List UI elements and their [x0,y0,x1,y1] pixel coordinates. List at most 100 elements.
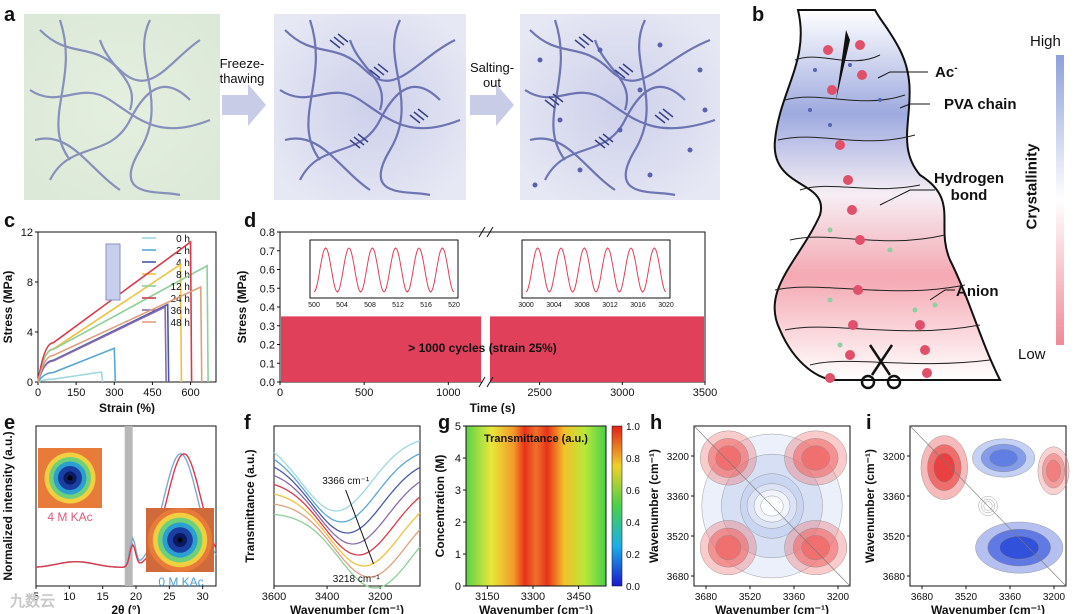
heatmap-title: Transmittance (a.u.) [484,433,588,445]
label-0M-KAc: 0 M KAc [158,575,203,589]
inset-late-tick-label: 3004 [546,302,562,309]
y-axis-label: Stress (MPa) [1,271,15,344]
inset-early-tick-label: 504 [336,302,348,309]
correlation-peak-3 [975,521,1064,574]
x-tick-label: 0 [35,387,41,399]
peak-contour [933,452,956,483]
x-tick-label: 3200 [1043,592,1066,603]
y-axis-label: Stress (MPa) [235,271,249,344]
x-tick-label: 15 [97,591,109,603]
x-axis-label: Wavenumber (cm⁻¹) [479,603,593,614]
pva-chain-label: PVA chain [944,96,1017,113]
inset-late-tick-label: 3008 [574,302,590,309]
series-line-0h [37,371,104,383]
x-tick-label: 25 [163,591,175,603]
panel-d-label: d [244,210,257,232]
x-tick-label: 3400 [315,591,339,603]
y-tick-label: 5 [455,421,461,433]
y-tick-label: 12 [21,227,33,239]
y-tick-label: 3680 [667,572,690,583]
pattern-center [177,537,183,543]
spectrum-line [273,503,421,578]
x-tick-label: 150 [67,387,85,399]
sample-icon [105,243,121,301]
panel-f-label: f [244,412,251,434]
panel-b-schematic [773,9,1064,390]
colorbar-tick-label: 1.0 [626,422,640,433]
peak-annotation-bottom: 3218 cm⁻¹ [333,574,381,585]
x-axis-label: Wavenumber (cm⁻¹) [715,603,829,614]
y-tick-label: 0 [455,581,461,593]
x-tick-label: 3200 [368,591,392,603]
x-tick-label: 3500 [693,387,717,399]
y-tick-label: 3520 [883,532,906,543]
y-axis-label: Transmittance (a.u.) [243,449,257,562]
colorbar-tick-label: 0.4 [626,518,640,529]
plot-frame [37,231,217,383]
inset-early-tick-label: 512 [392,302,404,309]
legend-label: 48 h [171,318,190,329]
y-tick-label: 0.4 [260,302,275,314]
x-tick-label: 450 [143,387,161,399]
x-axis-label: Strain (%) [99,401,155,414]
x-tick-label: 3680 [695,592,718,603]
x-tick-label: 3600 [262,591,286,603]
peak-contour [801,445,830,471]
panel-g-label: g [438,412,451,434]
colorbar-tick-label: 0.2 [626,550,640,561]
crystallinity-gradient-bar [1056,55,1064,345]
y-tick-label: 0.7 [260,246,275,258]
chart-d-cyclic: 0.0 0.1 0.2 0.3 0.4 0.5 0.6 0.7 0.8 0 500 1000 2500 3… [235,226,717,414]
legend-label: 2 h [176,246,190,257]
chart-c-stress-strain: 0 150 300 450 600 0 4 8 12 Strain (%) Stress (MPa)… [1,227,217,414]
inset-early-tick-label: 520 [448,302,460,309]
inset-early-curve [313,247,455,293]
y-tick-label: 3520 [667,532,690,543]
crystallinity-low-label: Low [1018,346,1046,363]
arrow-freeze-thaw [222,84,266,126]
peak-contour [989,449,1018,467]
y-axis-label: Concentration (M) [433,455,447,558]
correlation-peak-4 [784,520,848,576]
panel-e-label: e [4,412,16,434]
axis-break-marks-top [478,226,494,238]
y-tick-label: 3680 [883,572,906,583]
y-tick-label: 0 [27,377,33,389]
x-tick-label: 3360 [783,592,806,603]
legend-label: 12 h [171,282,190,293]
peak-contour [801,535,830,561]
x-axis-label: Wavenumber (cm⁻¹) [931,603,1045,614]
crystallinity-high-label: High [1030,33,1061,50]
y-tick-label: 0.6 [260,265,275,277]
spectrum-line [273,474,421,545]
y-tick-label: 2 [455,517,461,529]
x-axis-label: 2θ (°) [111,603,140,614]
pattern-center [67,475,73,481]
axis-break-gap [482,376,490,388]
salting-out-label: Salting- out [469,60,515,90]
inset-late-tick-label: 3000 [518,302,534,309]
x-tick-label: 10 [63,591,75,603]
colorbar [611,425,623,587]
heatmap-area [465,425,607,587]
colorbar-tick-label: 0.0 [626,582,640,593]
chart-g-heatmap: Transmittance (a.u.) 3150 3300 3450 0 1 2 3 4 5 Wa… [433,421,640,614]
chart-e-xrd: 5 10 15 20 25 30 2θ (°) Normalized intensity (a… [1,425,217,614]
panel-a-label: a [4,4,16,26]
x-tick-label: 3520 [955,592,978,603]
x-tick-label: 30 [197,591,209,603]
series-line-48h [37,285,203,383]
correlation-peak-1 [972,438,1036,478]
x-axis-label: Wavenumber (cm⁻¹) [290,603,404,614]
peak-contour [1046,459,1061,482]
panel-c-label: c [4,210,16,232]
inset-late-tick-label: 3012 [602,302,618,309]
series-line-24h [37,240,193,383]
y-axis-label: Normalized intensity (a.u.) [1,431,15,580]
x-tick-label: 300 [105,387,123,399]
y-tick-label: 0.8 [260,227,275,239]
colorbar-tick-label: 0.8 [626,454,640,465]
spectrum-line [273,493,421,567]
legend-label: 8 h [176,270,190,281]
